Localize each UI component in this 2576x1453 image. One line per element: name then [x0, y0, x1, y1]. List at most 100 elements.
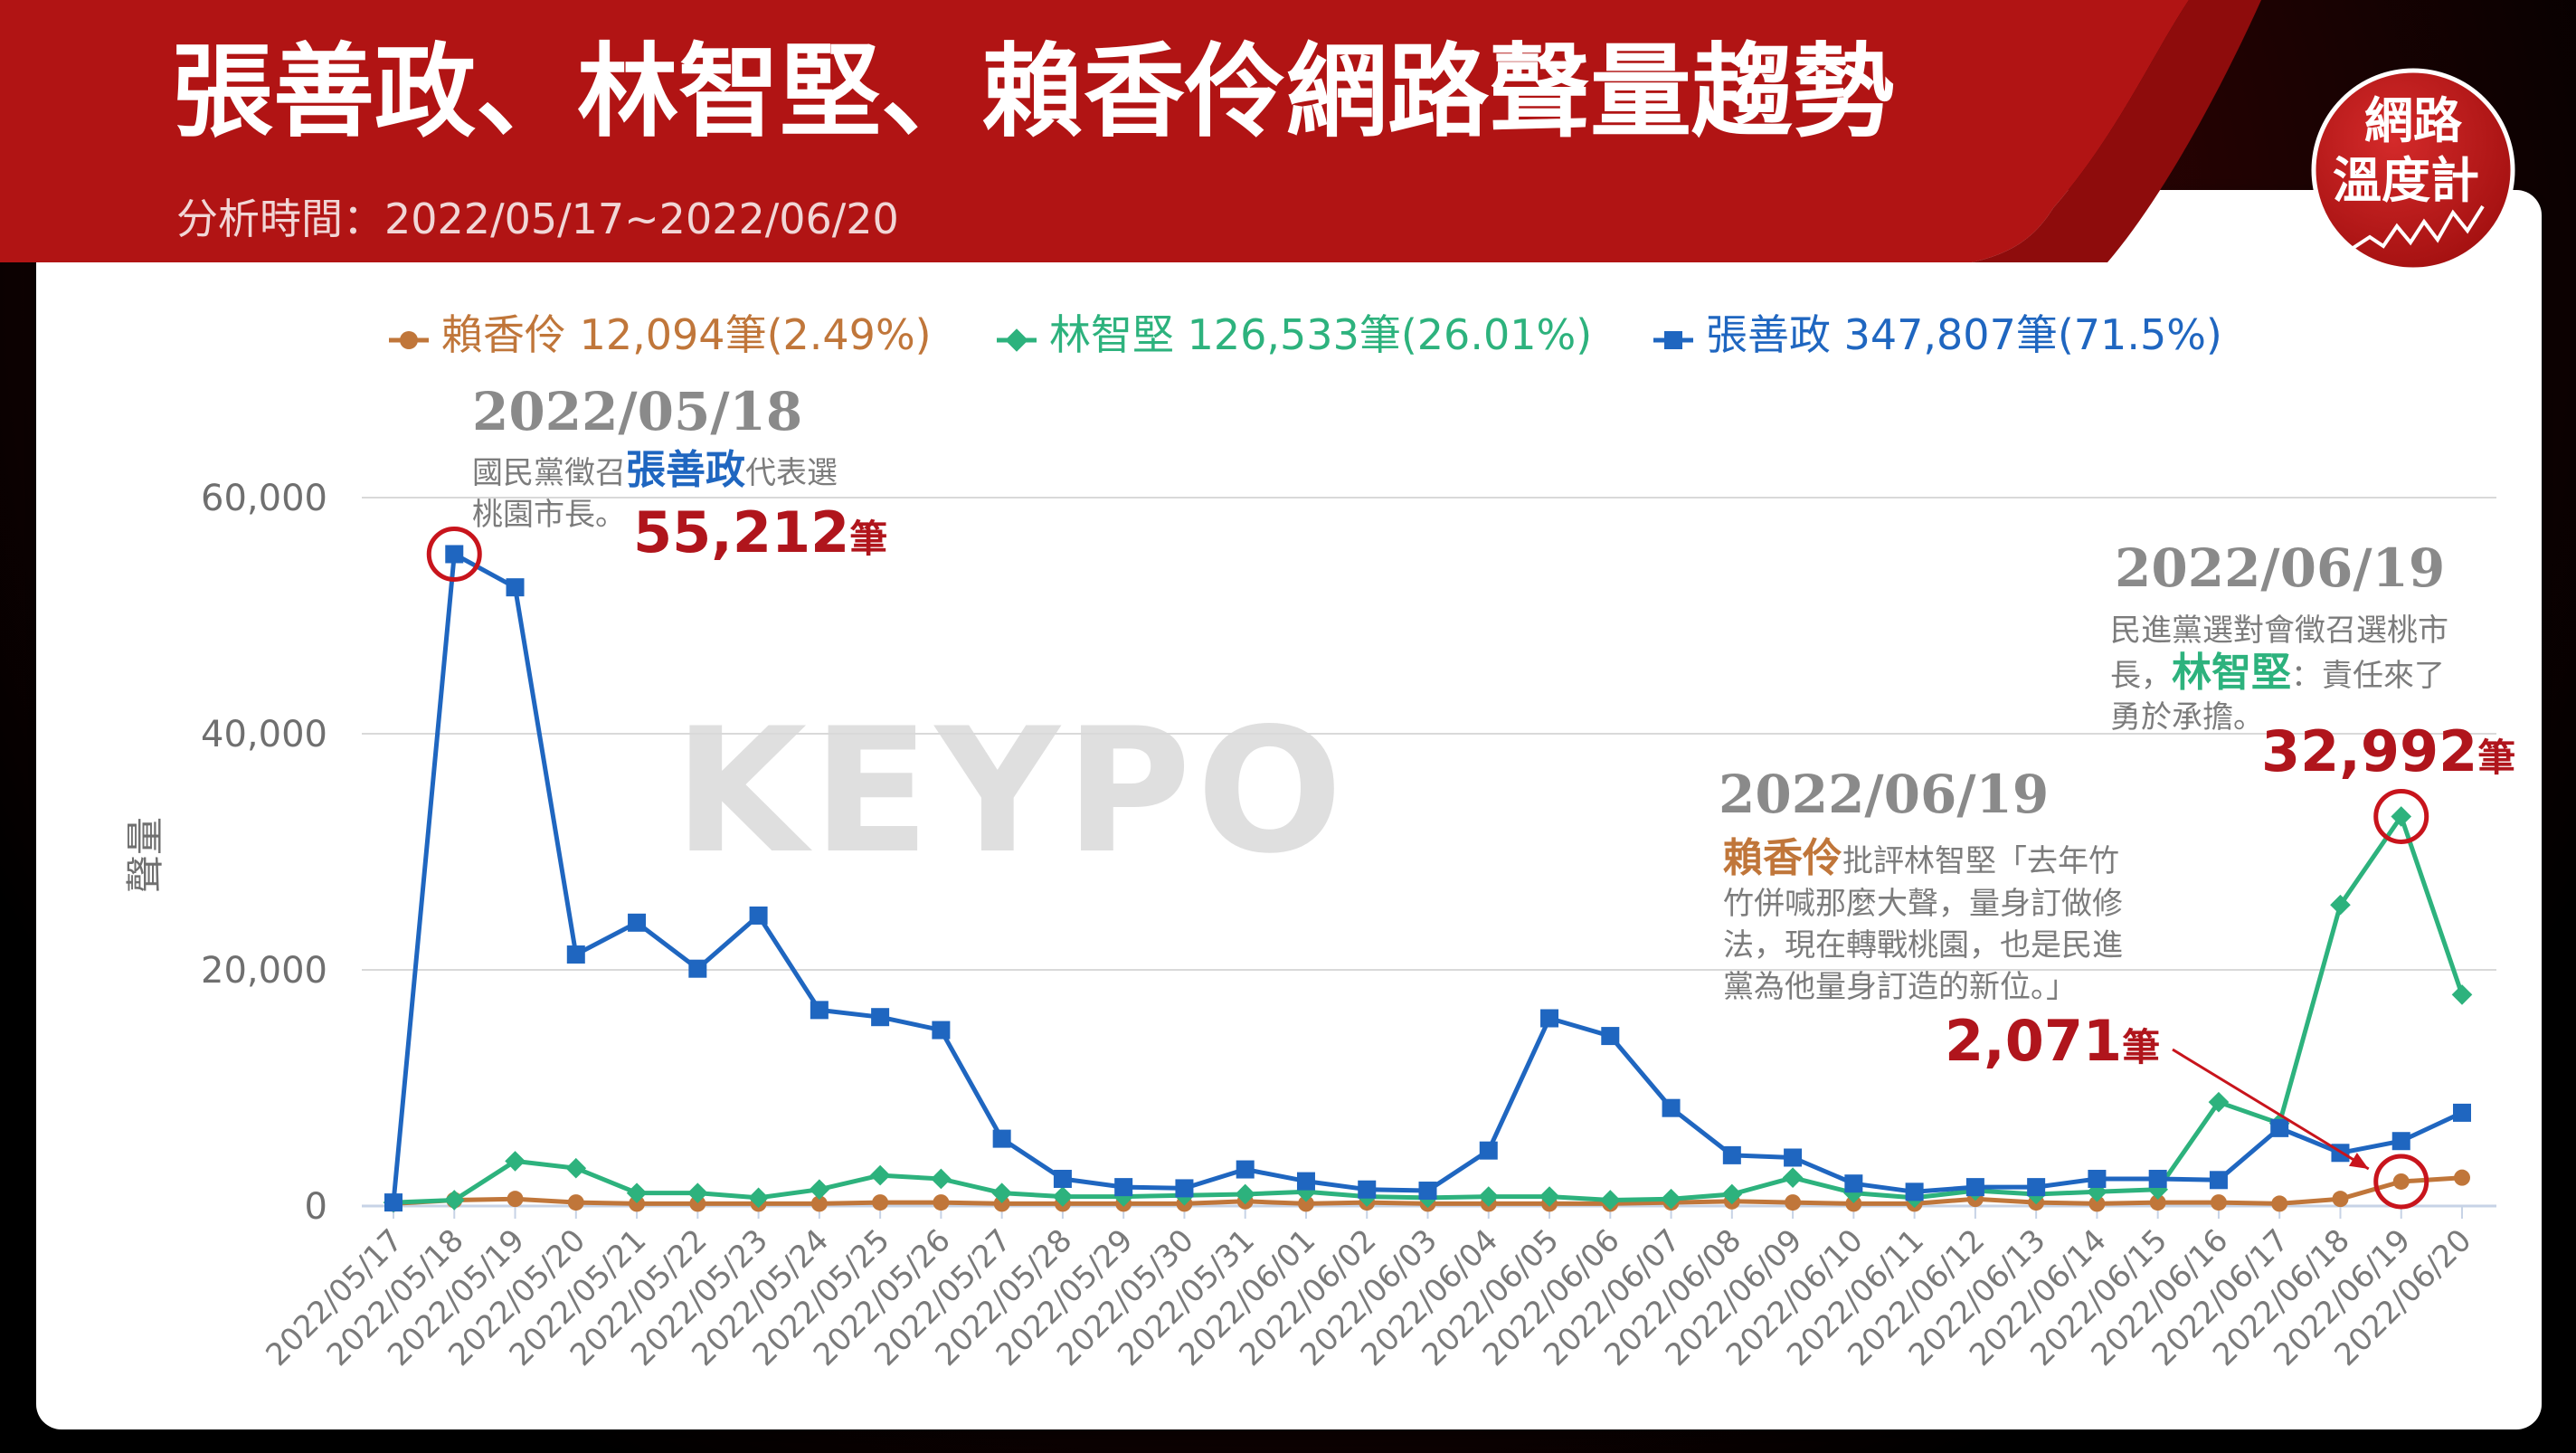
point-zhang: [2148, 1169, 2167, 1188]
point-zhang: [1296, 1172, 1315, 1191]
annotation-text: 批評林智堅「去年竹: [1842, 843, 2119, 879]
point-lin: [2391, 806, 2412, 827]
annotation-count-unit: 筆: [849, 517, 887, 561]
point-lai: [1845, 1195, 1862, 1212]
point-lin: [1782, 1167, 1804, 1188]
logo-text-line1: 網路: [2364, 92, 2463, 149]
annotation-count-number: 55,212: [633, 499, 849, 565]
point-zhang: [384, 1193, 402, 1212]
point-lai: [933, 1194, 950, 1211]
point-zhang: [1844, 1174, 1863, 1193]
annotation-body-line1: 賴香伶批評林智堅「去年竹: [1723, 835, 2119, 881]
annotation-date: 2022/06/19: [1719, 764, 2049, 825]
point-zhang: [506, 578, 525, 597]
annotation-body-line4: 黨為他量身訂造的新位。」: [1723, 969, 2077, 1005]
point-zhang: [1601, 1027, 1620, 1046]
legend-item-lai: 賴香伶 12,094筆(2.49%): [389, 310, 932, 359]
annotation-count: 32,992筆: [2261, 718, 2515, 784]
point-lai: [689, 1195, 706, 1212]
point-lin: [443, 1190, 465, 1211]
point-zhang: [1236, 1160, 1255, 1179]
point-lai: [1785, 1194, 1802, 1211]
annotation-count-number: 32,992: [2261, 718, 2477, 784]
point-lin: [1661, 1188, 1681, 1210]
y-tick-label: 0: [305, 1186, 327, 1228]
page-title: 張善政、林智堅、賴香伶網路聲量趨勢: [172, 33, 1894, 151]
point-zhang: [2209, 1171, 2228, 1190]
point-lai: [993, 1195, 1010, 1212]
point-lin: [687, 1182, 708, 1203]
legend-item-zhang: 張善政 347,807筆(71.5%): [1653, 310, 2222, 359]
legend-item-lin: 林智堅 126,533筆(26.01%): [997, 310, 1592, 359]
point-lai: [2088, 1195, 2106, 1212]
point-lin: [2451, 984, 2473, 1005]
point-lin: [2330, 894, 2351, 916]
point-zhang: [1784, 1148, 1803, 1167]
point-lin: [1539, 1186, 1560, 1207]
point-lin: [1478, 1186, 1500, 1207]
point-lai: [872, 1194, 889, 1211]
point-zhang: [932, 1021, 951, 1040]
legend: 賴香伶 12,094筆(2.49%) 林智堅 126,533筆(26.01%) …: [389, 310, 2222, 359]
annotation-zhang-peak: 2022/05/18 國民黨徵召張善政代表選 桃園市長。 55,212筆: [472, 381, 887, 565]
point-lai: [567, 1194, 584, 1211]
logo-text-line2: 溫度計: [2333, 152, 2479, 209]
point-zhang: [871, 1008, 890, 1027]
y-tick-label: 20,000: [201, 950, 327, 992]
thermometer-logo: 網路 溫度計: [2311, 68, 2515, 272]
annotation-name-lin: 林智堅: [2172, 650, 2291, 696]
point-zhang: [1965, 1178, 1984, 1197]
point-lin: [991, 1182, 1012, 1203]
plot-panel: [109, 299, 2533, 1393]
logo-pulse-icon: [2350, 204, 2485, 251]
point-lin: [748, 1187, 769, 1209]
annotation-body-line3: 勇於承擔。: [2110, 699, 2264, 736]
point-lai: [629, 1195, 646, 1212]
annotation-name-lai: 賴香伶: [1723, 835, 1842, 881]
annotation-body-line2: 竹併喊那麼大聲，量身訂做修: [1723, 886, 2123, 922]
annotation-text: ：責任來了: [2291, 658, 2445, 694]
annotation-name-zhang: 張善政: [626, 447, 745, 493]
point-lin: [1721, 1183, 1743, 1205]
highlight-circle-zhang: [426, 526, 482, 582]
point-lai: [2392, 1173, 2410, 1190]
annotation-text: 代表選: [745, 455, 838, 491]
point-lin: [869, 1164, 891, 1186]
annotation-body-line1: 民進黨選對會徵召選桃市: [2110, 613, 2448, 649]
y-tick-label: 60,000: [201, 478, 327, 519]
highlight-circle-lai: [2373, 1154, 2429, 1210]
point-lin: [809, 1179, 830, 1201]
highlight-circle-lin: [2373, 788, 2429, 844]
point-zhang: [1662, 1098, 1681, 1117]
point-lai: [2454, 1169, 2470, 1186]
point-zhang: [566, 945, 585, 964]
point-zhang: [1358, 1180, 1377, 1199]
point-lin: [2208, 1091, 2230, 1113]
annotation-count-number: 2,071: [1945, 1008, 2122, 1074]
annotation-date: 2022/06/19: [2115, 537, 2445, 599]
annotation-count: 2,071筆: [1945, 1008, 2160, 1074]
point-zhang: [2453, 1103, 2471, 1122]
legend-label-lai: 賴香伶 12,094筆(2.49%): [441, 310, 932, 359]
line-chart: 020,00040,00060,0002022/05/172022/05/182…: [123, 478, 2496, 1373]
point-lin: [565, 1157, 587, 1179]
point-zhang: [1114, 1178, 1133, 1197]
point-zhang: [2088, 1169, 2107, 1188]
point-lai: [2271, 1195, 2288, 1212]
point-zhang: [1905, 1182, 1924, 1201]
point-lin: [931, 1168, 952, 1190]
point-zhang: [445, 545, 464, 564]
annotation-body-line1: 國民黨徵召張善政代表選: [472, 447, 838, 493]
point-zhang: [1175, 1179, 1194, 1198]
annotation-date: 2022/05/18: [472, 381, 802, 442]
point-lai: [2210, 1194, 2227, 1211]
point-lin: [1052, 1186, 1074, 1207]
y-tick-label: 40,000: [201, 714, 327, 755]
point-lai: [2149, 1194, 2166, 1211]
annotation-count-unit: 筆: [2122, 1025, 2160, 1069]
point-zhang: [1418, 1182, 1437, 1201]
point-lin: [505, 1151, 526, 1172]
point-zhang: [1053, 1169, 1072, 1188]
